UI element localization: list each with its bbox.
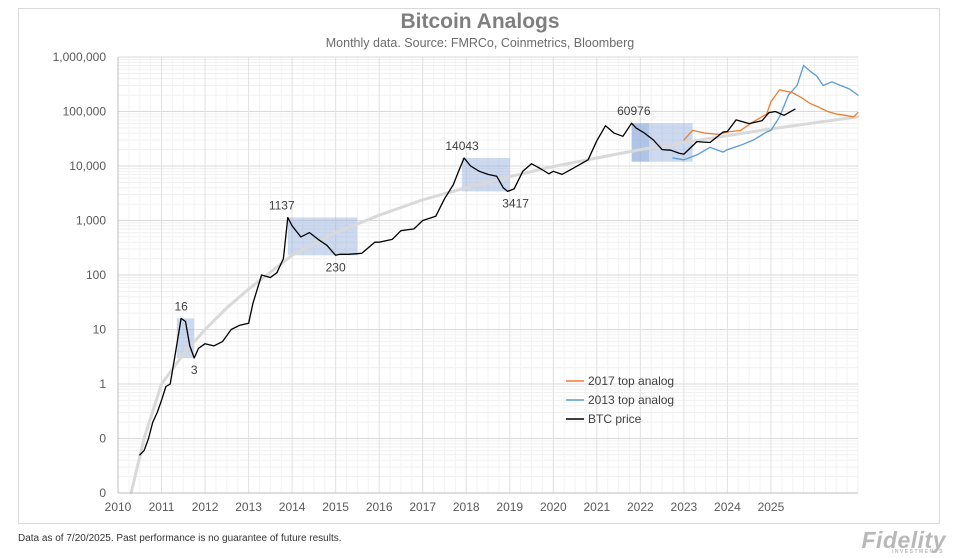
highlight-boxes [176, 123, 693, 358]
annotations: 16 3 1137 230 14043 3417 60976 [174, 104, 650, 377]
fidelity-logo: Fidelity INVESTMENTS [861, 526, 946, 556]
x-tick-label: 2020 [540, 500, 567, 514]
x-tick-label: 2013 [235, 500, 262, 514]
y-tick-label: 1,000 [76, 214, 106, 228]
legend-label: 2013 top analog [588, 393, 674, 407]
y-tick-label: 1,000,000 [53, 50, 107, 64]
footnote: Data as of 7/20/2025. Past performance i… [18, 533, 342, 544]
axes [117, 57, 858, 494]
x-tick-label: 2011 [149, 500, 175, 514]
x-tick-label: 2016 [366, 500, 393, 514]
x-tick-label: 2022 [627, 500, 654, 514]
x-tick-label: 2023 [671, 500, 698, 514]
data-label: 3 [191, 363, 198, 377]
x-tick-label: 2015 [322, 500, 349, 514]
legend-label: 2017 top analog [588, 374, 674, 388]
chart-subtitle: Monthly data. Source: FMRCo, Coinmetrics… [325, 36, 635, 50]
data-label: 1137 [269, 198, 295, 212]
chart-title: Bitcoin Analogs [400, 10, 560, 33]
data-label: 60976 [617, 104, 651, 118]
x-tick-label: 2019 [496, 500, 523, 514]
series-line-analog2013 [672, 64, 859, 161]
x-tick-label: 2012 [192, 500, 219, 514]
data-label: 14043 [445, 139, 479, 153]
x-tick-label: 2010 [105, 500, 132, 514]
series-line-trend [129, 115, 860, 495]
y-tick-label: 10 [93, 323, 107, 337]
series-line-analog2017 [683, 89, 859, 141]
y-tick-label: 0 [99, 432, 106, 446]
y-tick-label: 100,000 [63, 105, 107, 119]
x-tick-label: 2014 [279, 500, 306, 514]
legend-label: BTC price [588, 412, 642, 426]
data-label: 230 [326, 260, 346, 274]
x-tick-label: 2021 [583, 500, 610, 514]
x-tick-label: 2018 [453, 500, 480, 514]
y-tick-label: 10,000 [69, 159, 106, 173]
highlight-box [287, 217, 358, 256]
legend: 2017 top analog 2013 top analog BTC price [566, 374, 674, 426]
series-lines [129, 64, 860, 495]
y-tick-label: 1 [99, 377, 106, 391]
major-gridlines [117, 56, 858, 494]
logo-subtext: INVESTMENTS [891, 549, 944, 555]
x-tick-label: 2017 [409, 500, 436, 514]
data-label: 16 [174, 299, 188, 313]
highlight-box [631, 123, 650, 162]
logo-wordmark: Fidelity [861, 526, 946, 553]
y-tick-label: 100 [86, 268, 106, 282]
series-line-btc [139, 108, 796, 456]
y-tick-label: 0 [99, 486, 106, 500]
data-label: 3417 [502, 196, 529, 210]
x-tick-label: 2024 [714, 500, 741, 514]
x-tick-label: 2025 [758, 500, 785, 514]
